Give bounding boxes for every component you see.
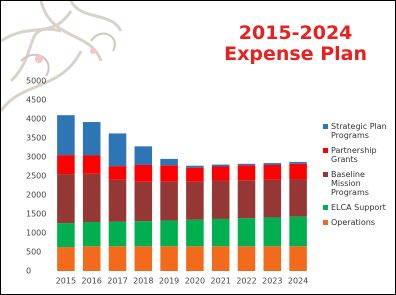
bar-segment bbox=[109, 133, 127, 166]
bar-segment bbox=[264, 217, 282, 246]
x-tick-label: 2024 bbox=[288, 277, 308, 286]
legend-label: ELCA Support bbox=[331, 203, 386, 212]
bar-segment bbox=[135, 165, 153, 182]
bar-segment bbox=[264, 165, 282, 180]
y-tick-label: 0 bbox=[26, 267, 31, 276]
bar-segment bbox=[289, 246, 307, 271]
legend-swatch bbox=[323, 205, 328, 210]
y-tick-label: 2500 bbox=[26, 172, 46, 181]
bar-segment bbox=[57, 223, 75, 247]
y-tick-label: 500 bbox=[26, 248, 41, 257]
bar-segment bbox=[109, 246, 127, 271]
bar-segment bbox=[212, 167, 230, 181]
bar-segment bbox=[264, 246, 282, 271]
bar-segment bbox=[160, 165, 178, 181]
bar-segment bbox=[160, 181, 178, 220]
bar-segment bbox=[160, 220, 178, 246]
bar-segment bbox=[289, 179, 307, 217]
x-tick-label: 2019 bbox=[159, 277, 179, 286]
bar-segment bbox=[186, 182, 204, 220]
bar-segment bbox=[135, 182, 153, 222]
x-tick-label: 2021 bbox=[211, 277, 231, 286]
bar-segment bbox=[83, 122, 101, 155]
bar-segment bbox=[160, 159, 178, 165]
x-tick-label: 2018 bbox=[133, 277, 153, 286]
bar-segment bbox=[238, 165, 256, 180]
bar-segment bbox=[186, 166, 204, 168]
bar-segment bbox=[57, 155, 75, 174]
bar-segment bbox=[57, 174, 75, 223]
legend-label: Partnership Grants bbox=[331, 146, 395, 164]
bar-segment bbox=[57, 115, 75, 155]
bar-segment bbox=[212, 219, 230, 246]
bar-segment bbox=[238, 164, 256, 166]
y-tick-label: 3500 bbox=[26, 134, 46, 143]
legend-swatch bbox=[323, 124, 328, 129]
x-tick-label: 2017 bbox=[107, 277, 127, 286]
y-tick-label: 4500 bbox=[26, 96, 46, 105]
bar-segment bbox=[109, 166, 127, 180]
legend: Strategic Plan Programs Partnership Grant… bbox=[323, 122, 395, 233]
x-tick-label: 2020 bbox=[185, 277, 205, 286]
x-tick-label: 2023 bbox=[262, 277, 282, 286]
bar-segment bbox=[135, 246, 153, 271]
bar-segment bbox=[57, 247, 75, 271]
legend-item: Baseline Mission Programs bbox=[323, 170, 395, 197]
bar-segment bbox=[186, 246, 204, 271]
bar-segment bbox=[264, 163, 282, 165]
y-tick-label: 3000 bbox=[26, 153, 46, 162]
y-tick-label: 2000 bbox=[26, 191, 46, 200]
slide: 0 500 1000 1500 2000 2500 3000 3500 4000 4500 5000… bbox=[0, 0, 396, 295]
legend-label: Baseline Mission Programs bbox=[331, 170, 395, 197]
bar-segment bbox=[212, 181, 230, 219]
bar-segment bbox=[238, 180, 256, 218]
title-line: Expense Plan bbox=[224, 44, 367, 65]
x-tick-label: 2022 bbox=[236, 277, 256, 286]
legend-item: ELCA Support bbox=[323, 203, 395, 212]
legend-swatch bbox=[323, 148, 328, 153]
bar-segment bbox=[264, 180, 282, 218]
bar-segment bbox=[83, 155, 101, 173]
chart-title: 2015-2024 Expense Plan bbox=[224, 23, 367, 65]
bar-segment bbox=[289, 217, 307, 247]
bar-segment bbox=[135, 146, 153, 165]
bar-segment bbox=[238, 246, 256, 271]
legend-swatch bbox=[323, 172, 328, 177]
bar-segment bbox=[83, 222, 101, 246]
bar-segment bbox=[109, 222, 127, 247]
bar-segment bbox=[135, 221, 153, 246]
bar-segment bbox=[160, 246, 178, 271]
legend-swatch bbox=[323, 220, 328, 225]
bar-segment bbox=[212, 246, 230, 271]
legend-item: Partnership Grants bbox=[323, 146, 395, 164]
bar-segment bbox=[238, 218, 256, 246]
legend-label: Operations bbox=[331, 218, 375, 227]
bar-segment bbox=[83, 174, 101, 222]
y-tick-label: 1000 bbox=[26, 229, 46, 238]
legend-item: Operations bbox=[323, 218, 395, 227]
y-tick-label: 1500 bbox=[26, 210, 46, 219]
title-line: 2015-2024 bbox=[224, 23, 367, 44]
y-tick-label: 5000 bbox=[26, 77, 46, 86]
bar-segment bbox=[186, 220, 204, 247]
x-tick-label: 2016 bbox=[82, 277, 102, 286]
bar-segment bbox=[83, 246, 101, 271]
legend-item: Strategic Plan Programs bbox=[323, 122, 395, 140]
bar-segment bbox=[289, 164, 307, 179]
x-tick-label: 2015 bbox=[56, 277, 76, 286]
bar-segment bbox=[186, 168, 204, 182]
legend-label: Strategic Plan Programs bbox=[331, 122, 395, 140]
decoration bbox=[1, 1, 121, 111]
bar-segment bbox=[212, 165, 230, 167]
bar-segment bbox=[109, 180, 127, 222]
y-tick-label: 4000 bbox=[26, 115, 46, 124]
bar-segment bbox=[289, 162, 307, 164]
